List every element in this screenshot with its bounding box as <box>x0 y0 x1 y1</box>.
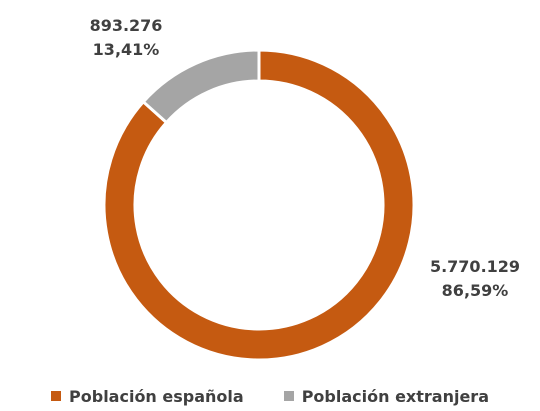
legend-label-espanola: Población española <box>69 386 244 406</box>
slice-poblacion-extranjera <box>141 48 261 125</box>
label-espanola: 5.770.129 86,59% <box>420 255 530 303</box>
legend-item-espanola: Población española <box>51 387 244 406</box>
legend-item-extranjera: Población extranjera <box>283 386 489 406</box>
value-label-espanola: 5.770.129 <box>429 257 521 276</box>
label-extranjera: 893.276 13,41% <box>66 14 186 62</box>
slice-poblacion-espanola <box>102 48 416 362</box>
percent-label-espanola: 86,59% <box>441 281 509 300</box>
donut-chart <box>102 48 416 362</box>
legend-swatch-espanola <box>51 391 62 401</box>
legend: Población española Población extranjera <box>0 384 540 408</box>
legend-label-extranjera: Población extranjera <box>301 386 489 406</box>
percent-label-extranjera: 13,41% <box>92 40 160 59</box>
value-label-extranjera: 893.276 <box>89 16 163 35</box>
legend-swatch-extranjera <box>283 391 294 401</box>
